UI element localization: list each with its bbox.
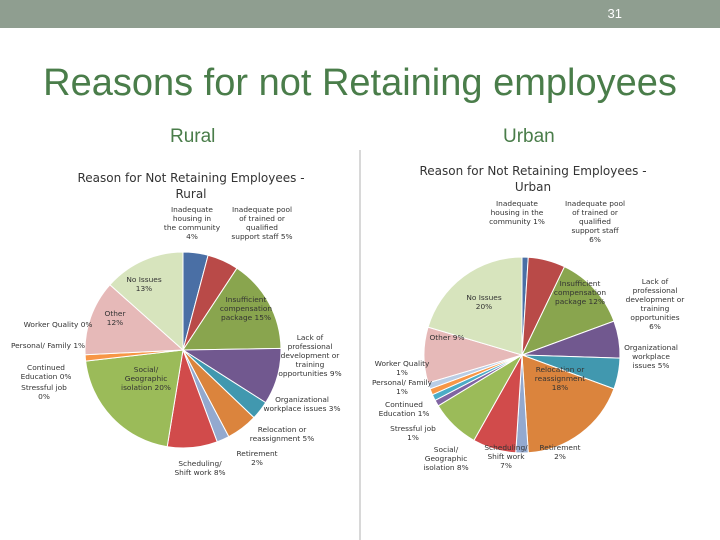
urban-label-lack-of-professional-development-or-training-opportunities: Lack of professional development or trainin… (626, 277, 686, 331)
rural-label-organizational-workplace-issues: Organizational workplace issues 3% (263, 395, 340, 413)
urban-label-no-issues: No Issues 20% (466, 293, 502, 311)
slide-title: Reasons for not Retaining employees (43, 62, 677, 104)
rural-label-insufficient-compensation-package: Insufficient compensation package 15% (220, 295, 273, 322)
urban-slice-relocation-or-reassignment (521, 354, 615, 454)
urban-label-social-geographic-isolation: Social/Geographic isolation 8% (423, 445, 468, 472)
urban-label-inadequate-housing-in-the-community: Inadequate housing in the community 1% (489, 199, 545, 226)
urban-label-continued-education: Continued Education 1% (379, 400, 430, 418)
urban-label-other: Other 9% (429, 333, 464, 342)
rural-label-no-issues: No Issues 13% (126, 275, 162, 293)
rural-slice-no-issues (109, 251, 184, 352)
rural-label-social-geographic-isolation: Social/Geographic isolation 20% (121, 365, 171, 392)
rural-label-other: Other 12% (105, 309, 127, 327)
urban-chart-title: Reason for Not Retaining Employees - Urb… (419, 164, 647, 194)
rural-label-stressful-job: Stressful job 0% (21, 383, 67, 401)
rural-slice-insufficient-compensation-package (182, 267, 282, 351)
urban-label-organizational-workplace-issues: Organizational workplace issues 5% (624, 343, 678, 370)
urban-label-stressful-job: Stressful job 1% (390, 424, 436, 442)
urban-label-retirement: Retirement 2% (539, 443, 580, 461)
rural-label-retirement: Retirement 2% (236, 449, 277, 467)
rural-label-inadequate-housing-in-the-community: Inadequate housing in the community 4% (164, 205, 221, 241)
rural-label-scheduling-shift-work: Scheduling/Shift work 8% (174, 459, 225, 477)
urban-heading: Urban (503, 126, 555, 147)
rural-slice-other (84, 284, 185, 356)
rural-chart-title: Reason for Not Retaining Employees - Rur… (77, 171, 305, 201)
rural-heading: Rural (170, 126, 216, 147)
urban-label-worker-quality: Worker Quality 1% (375, 359, 430, 377)
column-divider (359, 150, 361, 540)
slide-top-bar: 31 (0, 0, 720, 28)
urban-slice-insufficient-compensation-package (521, 266, 615, 356)
rural-label-continued-education: Continued Education 0% (21, 363, 72, 381)
urban-label-insufficient-compensation-package: Insufficient compensation package 12% (554, 279, 607, 306)
urban-label-scheduling-shift-work: Scheduling/Shift work 7% (484, 443, 528, 470)
urban-label-inadequate-pool-of-trained-or-qualified-support-staff: Inadequate pool of trained or qualified sup… (565, 199, 625, 244)
rural-label-personal-family: Personal/ Family 1% (11, 341, 85, 350)
rural-slice-social-geographic-isolation (85, 349, 184, 448)
urban-label-personal-family: Personal/ Family 1% (372, 378, 433, 396)
page-number: 31 (607, 6, 622, 21)
rural-label-relocation-or-reassignment: Relocation or reassignment 5% (250, 425, 314, 443)
rural-label-inadequate-pool-of-trained-or-qualified-support-staff: Inadequate pool of trained or qualified sup… (231, 205, 292, 241)
urban-slice-no-issues (427, 256, 523, 356)
urban-label-relocation-or-reassignment: Relocation or reassignment 18% (535, 365, 586, 392)
rural-label-worker-quality: Worker Quality 0% (24, 320, 93, 329)
rural-label-lack-of-professional-development-or-training-opportunities: Lack of professional development or trainin… (278, 333, 341, 378)
